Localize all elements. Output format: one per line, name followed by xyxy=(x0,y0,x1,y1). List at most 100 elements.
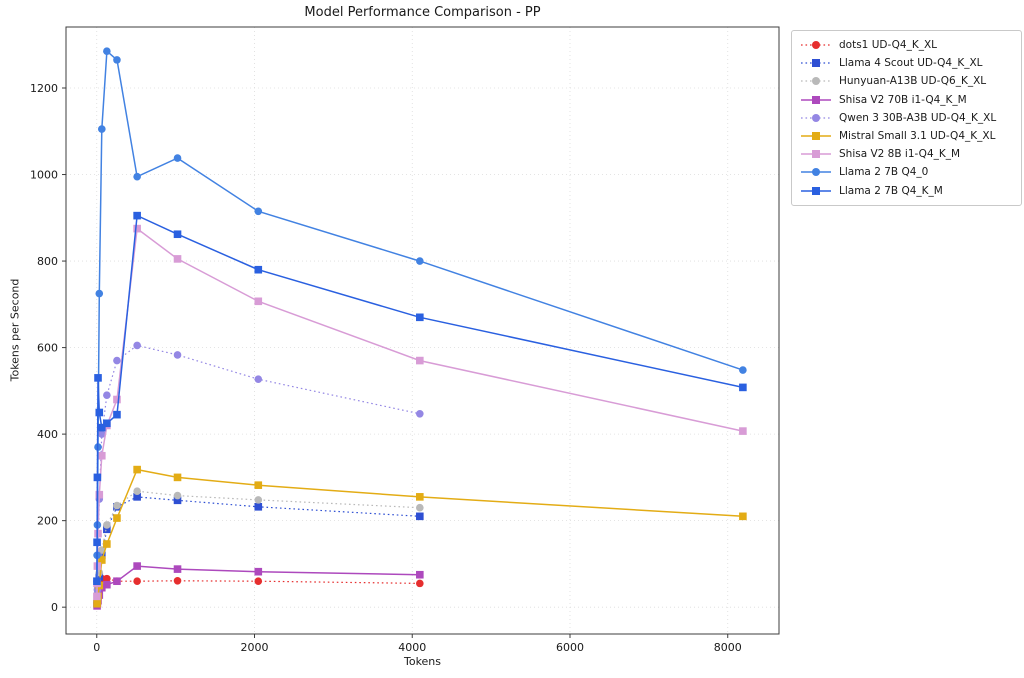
data-point-marker xyxy=(98,125,106,133)
data-point-marker xyxy=(98,451,106,460)
data-point-marker xyxy=(416,409,424,418)
data-point-marker xyxy=(173,473,182,482)
data-point-marker xyxy=(113,577,121,586)
data-point-marker xyxy=(94,374,102,382)
legend-marker-square-icon xyxy=(801,95,831,104)
data-point-marker xyxy=(812,132,820,141)
y-tick-label: 600 xyxy=(37,342,58,355)
data-point-marker xyxy=(95,490,104,499)
data-point-marker xyxy=(739,512,747,521)
legend-item: Llama 2 7B Q4_0 xyxy=(800,163,1013,181)
legend-marker-circle-icon xyxy=(801,113,831,122)
data-point-marker xyxy=(103,574,111,583)
data-point-marker xyxy=(173,230,182,239)
axes-frame xyxy=(65,26,780,635)
legend: dots1 UD-Q4_K_XL Llama 4 Scout UD-Q4_K_XL… xyxy=(791,30,1022,206)
data-point-marker xyxy=(812,77,820,86)
data-point-marker xyxy=(416,493,424,501)
data-point-marker xyxy=(173,491,182,500)
data-point-marker xyxy=(739,366,747,374)
legend-marker-square-icon xyxy=(801,59,831,68)
y-tick-label: 0 xyxy=(51,601,58,614)
data-point-marker xyxy=(103,580,111,589)
data-point-marker xyxy=(254,503,263,511)
axes-background xyxy=(66,27,779,634)
legend-label: Shisa V2 70B i1-Q4_K_M xyxy=(839,93,967,106)
data-point-marker xyxy=(93,577,101,586)
data-point-marker xyxy=(416,356,424,365)
legend-item: dots1 UD-Q4_K_XL xyxy=(800,36,1013,54)
legend-item: Shisa V2 70B i1-Q4_K_M xyxy=(800,91,1013,109)
data-point-marker xyxy=(133,341,141,350)
data-point-marker xyxy=(254,567,263,576)
data-point-marker xyxy=(173,565,182,573)
data-point-marker xyxy=(812,95,820,104)
data-point-marker xyxy=(416,503,424,512)
data-point-marker xyxy=(173,351,182,359)
data-point-marker xyxy=(812,186,820,195)
data-point-marker xyxy=(103,521,111,529)
legend-label: dots1 UD-Q4_K_XL xyxy=(839,39,938,52)
data-point-marker xyxy=(133,577,141,586)
legend-marker-square-icon xyxy=(801,150,831,159)
data-point-marker xyxy=(113,514,121,522)
x-tick-label: 4000 xyxy=(398,641,426,654)
legend-label: Llama 4 Scout UD-Q4_K_XL xyxy=(839,57,983,70)
data-point-marker xyxy=(113,356,121,365)
data-point-marker xyxy=(133,211,141,220)
data-point-marker xyxy=(416,313,424,322)
legend-label: Llama 2 7B Q4_0 xyxy=(839,166,929,179)
data-point-marker xyxy=(254,207,263,216)
data-point-marker xyxy=(93,592,101,601)
legend-marker-circle-icon xyxy=(801,41,831,50)
data-point-marker xyxy=(416,570,424,579)
data-point-marker xyxy=(133,172,141,181)
legend-label: Mistral Small 3.1 UD-Q4_K_XL xyxy=(839,130,996,143)
data-point-marker xyxy=(95,289,104,298)
y-tick-label: 800 xyxy=(37,255,58,268)
y-axis-label: Tokens per Second xyxy=(8,278,22,382)
y-tick-label: 200 xyxy=(37,515,58,528)
data-point-marker xyxy=(173,255,182,263)
y-tick-label: 400 xyxy=(37,428,58,441)
data-point-marker xyxy=(173,576,182,585)
data-point-marker xyxy=(254,496,263,504)
x-tick-label: 0 xyxy=(93,641,100,654)
legend-item: Llama 2 7B Q4_K_M xyxy=(800,182,1013,200)
data-point-marker xyxy=(103,540,111,548)
data-point-marker xyxy=(812,113,820,122)
data-point-marker xyxy=(133,562,141,570)
data-point-marker xyxy=(103,47,111,56)
legend-label: Llama 2 7B Q4_K_M xyxy=(839,184,943,197)
data-point-marker xyxy=(173,496,182,505)
data-point-marker xyxy=(93,473,102,482)
data-point-marker xyxy=(133,493,141,501)
data-point-marker xyxy=(812,168,820,177)
data-point-marker xyxy=(95,408,104,417)
data-point-marker xyxy=(113,410,121,419)
data-point-marker xyxy=(739,427,747,435)
data-point-marker xyxy=(133,487,141,496)
x-tick-label: 8000 xyxy=(714,641,742,654)
chart-title: Model Performance Comparison - PP xyxy=(304,5,541,20)
legend-label: Hunyuan-A13B UD-Q6_K_XL xyxy=(839,75,987,88)
y-tick-label: 1200 xyxy=(30,82,58,95)
data-point-marker xyxy=(133,224,141,233)
legend-item: Qwen 3 30B-A3B UD-Q4_K_XL xyxy=(800,109,1013,127)
data-point-marker xyxy=(739,383,747,392)
data-point-marker xyxy=(416,257,424,265)
legend-marker-circle-icon xyxy=(801,168,831,177)
data-point-marker xyxy=(812,59,820,68)
data-point-marker xyxy=(416,512,424,521)
series-line xyxy=(96,496,420,604)
y-tick-label: 1000 xyxy=(30,169,58,182)
legend-item: Shisa V2 8B i1-Q4_K_M xyxy=(800,145,1013,163)
data-point-marker xyxy=(812,150,820,159)
series-8 xyxy=(93,211,747,586)
data-point-marker xyxy=(103,525,111,534)
data-point-marker xyxy=(98,430,106,438)
legend-marker-square-icon xyxy=(801,132,831,141)
legend-item: Hunyuan-A13B UD-Q6_K_XL xyxy=(800,72,1013,90)
data-point-marker xyxy=(416,579,424,588)
